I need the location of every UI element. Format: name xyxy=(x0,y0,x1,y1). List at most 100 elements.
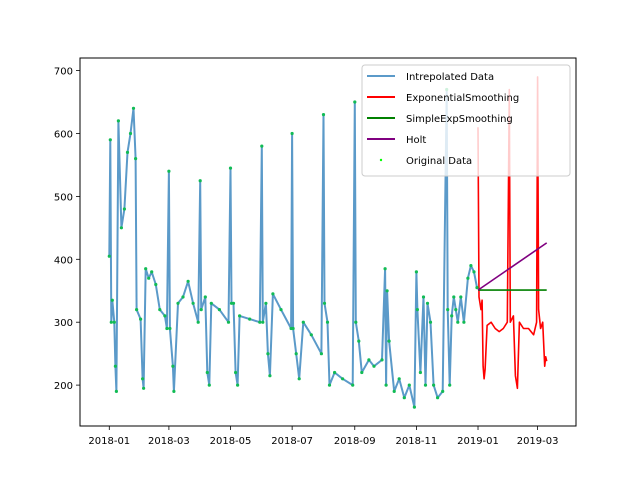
data-point xyxy=(112,320,116,324)
data-point xyxy=(125,150,130,154)
data-point xyxy=(392,389,396,393)
data-point xyxy=(279,308,283,312)
data-point xyxy=(261,320,265,324)
data-point xyxy=(119,226,123,230)
data-point xyxy=(341,377,345,381)
x-tick-label: 2019-03 xyxy=(517,436,559,447)
data-point xyxy=(418,370,422,375)
data-point xyxy=(412,405,416,409)
data-point xyxy=(186,279,190,283)
data-point xyxy=(248,317,252,321)
data-point xyxy=(163,314,167,318)
data-point xyxy=(191,301,195,305)
data-point xyxy=(141,377,145,381)
data-point xyxy=(309,333,313,337)
data-point xyxy=(325,320,330,324)
legend-label: Original Data xyxy=(406,156,472,167)
x-tick-label: 2018-11 xyxy=(395,436,437,447)
data-point xyxy=(268,374,272,378)
data-point xyxy=(238,314,242,318)
x-tick-label: 2018-07 xyxy=(271,436,313,447)
data-point xyxy=(236,383,240,387)
y-tick-label: 400 xyxy=(54,255,73,266)
data-point xyxy=(415,308,419,312)
x-tick-label: 2018-09 xyxy=(334,436,376,447)
data-point xyxy=(436,396,440,400)
data-point xyxy=(428,320,433,324)
data-point xyxy=(217,308,221,312)
data-point xyxy=(407,383,411,387)
data-point xyxy=(459,295,463,299)
data-point xyxy=(167,169,171,173)
data-point xyxy=(475,286,479,290)
data-point xyxy=(446,308,450,312)
legend-item-exponentialsmoothing: ExponentialSmoothing xyxy=(367,93,519,104)
data-point xyxy=(171,364,175,368)
data-point xyxy=(384,383,388,387)
data-point xyxy=(353,100,357,104)
data-point xyxy=(260,144,264,148)
data-point xyxy=(207,383,211,387)
data-point xyxy=(441,389,445,393)
data-point xyxy=(144,267,148,271)
x-tick-label: 2018-05 xyxy=(210,436,252,447)
data-point xyxy=(142,386,146,390)
data-point xyxy=(108,138,112,142)
data-point xyxy=(266,352,270,356)
data-point xyxy=(116,119,120,123)
data-point xyxy=(181,295,185,299)
data-point xyxy=(301,320,305,324)
data-point xyxy=(168,326,172,331)
legend-point-marker xyxy=(379,158,383,162)
data-point xyxy=(109,320,113,324)
y-axis: 200 300 400 500 600 700 xyxy=(54,67,80,392)
data-point xyxy=(234,370,238,375)
data-point xyxy=(423,383,428,387)
x-axis: 2018-01 2018-03 2018-05 2018-07 2018-09 2018-… xyxy=(88,426,559,447)
data-point xyxy=(333,370,337,375)
data-point xyxy=(402,396,406,400)
data-point xyxy=(432,383,436,387)
data-point xyxy=(122,207,126,211)
data-point xyxy=(134,157,138,161)
data-point xyxy=(107,254,111,258)
data-point xyxy=(462,320,466,324)
data-point xyxy=(321,113,326,117)
data-point xyxy=(454,308,458,312)
data-point xyxy=(425,301,430,305)
data-point xyxy=(372,364,376,368)
data-point xyxy=(322,301,327,305)
y-tick-label: 700 xyxy=(54,67,73,78)
data-point xyxy=(327,383,332,387)
data-point xyxy=(131,106,136,110)
data-point xyxy=(110,298,114,302)
data-point xyxy=(450,314,454,318)
data-point xyxy=(383,267,387,271)
data-point xyxy=(226,320,231,324)
legend: Intrepolated Data ExponentialSmoothing Sim… xyxy=(361,64,571,177)
data-point xyxy=(228,166,233,170)
legend-label: Holt xyxy=(406,135,426,146)
data-point xyxy=(264,301,268,305)
data-point xyxy=(199,308,203,312)
data-point xyxy=(290,131,294,136)
x-tick-label: 2018-01 xyxy=(88,436,130,447)
data-point xyxy=(209,301,213,305)
data-point xyxy=(291,326,295,331)
data-point xyxy=(452,295,456,299)
legend-item-intrepolated-data: Intrepolated Data xyxy=(367,72,494,83)
legend-label: SimpleExpSmoothing xyxy=(406,114,513,125)
x-tick-label: 2019-01 xyxy=(457,436,499,447)
plot-frame xyxy=(79,57,577,427)
series-points-original-data xyxy=(107,87,479,409)
series-layer xyxy=(107,76,548,409)
legend-box xyxy=(361,64,571,177)
data-point xyxy=(456,320,460,324)
data-point xyxy=(357,339,361,343)
data-point xyxy=(196,320,200,324)
data-point xyxy=(258,320,262,324)
legend-item-holt: Holt xyxy=(367,135,426,146)
data-point xyxy=(297,377,301,381)
series-line-holt xyxy=(477,242,548,291)
